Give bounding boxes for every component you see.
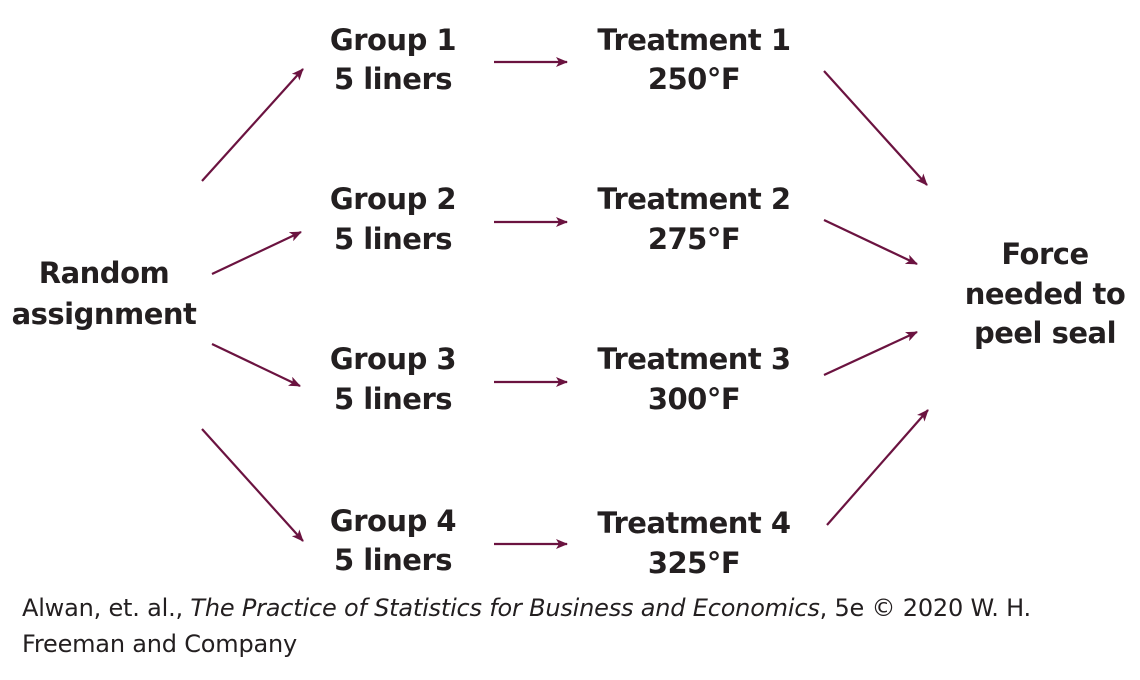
caption-edition-copyright: , 5e © 2020 W. H. Freeman and Company bbox=[22, 594, 1031, 658]
outcome-line1: Force bbox=[1001, 237, 1088, 271]
treatment-4-label: Treatment 4 bbox=[597, 506, 790, 540]
arrow-random-to-group-3 bbox=[211, 343, 301, 387]
group-node-2: Group 2 5 liners bbox=[330, 182, 457, 256]
treatment-4-temp: 325°F bbox=[648, 546, 740, 580]
group-1-label: Group 1 bbox=[330, 23, 456, 57]
arrow-treatment-3-to-outcome bbox=[823, 331, 918, 376]
group-2-label: Group 2 bbox=[330, 182, 456, 216]
treatment-node-2: Treatment 2 275°F bbox=[597, 182, 791, 256]
arrow-treatment-2-to-outcome bbox=[823, 219, 918, 265]
group-3-size: 5 liners bbox=[334, 382, 452, 416]
treatment-1-temp: 250°F bbox=[648, 62, 740, 96]
outcome-line2: needed to bbox=[965, 277, 1126, 311]
outcome-node: Force needed to peel seal bbox=[965, 237, 1126, 350]
caption-book-title: The Practice of Statistics for Business … bbox=[190, 594, 820, 622]
group-1-size: 5 liners bbox=[334, 62, 452, 96]
random-assignment-line2: assignment bbox=[12, 297, 197, 331]
group-4-size: 5 liners bbox=[334, 543, 452, 577]
group-node-1: Group 1 5 liners bbox=[330, 23, 457, 96]
group-node-3: Group 3 5 liners bbox=[330, 342, 457, 416]
treatment-2-temp: 275°F bbox=[648, 222, 740, 256]
random-assignment-line1: Random bbox=[39, 256, 169, 290]
caption-authors: Alwan, et. al., bbox=[22, 594, 191, 622]
arrow-random-to-group-2 bbox=[211, 231, 302, 275]
treatment-node-3: Treatment 3 300°F bbox=[597, 342, 791, 416]
arrow-treatment-1-to-outcome bbox=[823, 70, 928, 186]
random-assignment-node: Random assignment bbox=[12, 256, 198, 331]
treatment-1-label: Treatment 1 bbox=[597, 23, 790, 57]
arrow-random-to-group-1 bbox=[201, 68, 304, 182]
experiment-diagram: Random assignment Group 1 5 liners Group… bbox=[12, 23, 1126, 580]
arrow-treatment-4-to-outcome bbox=[826, 409, 929, 526]
group-3-label: Group 3 bbox=[330, 342, 456, 376]
treatment-2-label: Treatment 2 bbox=[597, 182, 790, 216]
treatment-3-label: Treatment 3 bbox=[597, 342, 790, 376]
arrow-random-to-group-4 bbox=[201, 428, 304, 542]
outcome-line3: peel seal bbox=[974, 316, 1116, 350]
group-2-size: 5 liners bbox=[334, 222, 452, 256]
source-caption: Alwan, et. al., The Practice of Statisti… bbox=[22, 590, 1122, 662]
treatment-3-temp: 300°F bbox=[648, 382, 740, 416]
treatment-node-1: Treatment 1 250°F bbox=[597, 23, 791, 96]
treatment-node-4: Treatment 4 325°F bbox=[597, 506, 791, 580]
group-node-4: Group 4 5 liners bbox=[330, 504, 457, 577]
group-4-label: Group 4 bbox=[330, 504, 456, 538]
